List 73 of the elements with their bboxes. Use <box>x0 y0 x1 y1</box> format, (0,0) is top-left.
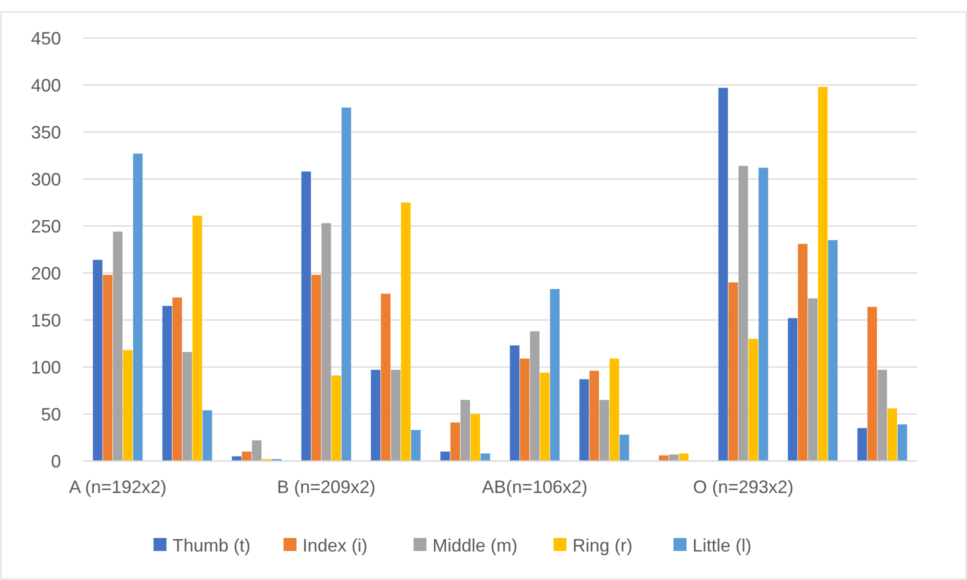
legend-label: Index (i) <box>302 535 368 556</box>
bar <box>342 108 352 461</box>
bar <box>450 422 460 461</box>
bar <box>172 297 182 461</box>
bar <box>92 260 102 461</box>
y-tick-label: 400 <box>30 75 61 96</box>
bar <box>738 166 748 461</box>
bar <box>112 232 123 461</box>
bar <box>788 318 798 461</box>
bar <box>798 244 808 461</box>
bar <box>242 452 252 461</box>
bar <box>898 424 908 461</box>
y-tick-label: 250 <box>30 216 61 236</box>
bar <box>332 375 342 461</box>
bar <box>679 453 689 461</box>
bar <box>510 345 520 461</box>
bar <box>748 338 758 461</box>
bar <box>440 452 450 461</box>
bar <box>828 240 838 461</box>
bar <box>520 358 530 461</box>
bar <box>599 400 610 461</box>
bar <box>252 440 262 461</box>
bar <box>480 453 490 461</box>
y-tick-label: 50 <box>40 404 61 424</box>
bar <box>620 434 630 461</box>
bar <box>540 372 550 461</box>
bar <box>380 294 390 461</box>
bar <box>202 410 212 461</box>
bar <box>808 298 818 461</box>
bar <box>370 370 380 461</box>
bar <box>668 454 679 461</box>
bar <box>550 288 560 461</box>
x-tick-label: A (n=192x2) <box>68 477 167 497</box>
bar <box>192 216 202 461</box>
bar <box>123 350 133 461</box>
bar <box>589 370 599 461</box>
bar <box>102 274 112 461</box>
bar <box>182 352 192 461</box>
y-tick-label: 100 <box>30 357 61 378</box>
bar <box>390 370 401 461</box>
bar <box>877 370 888 461</box>
bar <box>470 414 480 461</box>
bar <box>311 274 321 461</box>
bar <box>460 400 470 461</box>
bar <box>401 202 411 461</box>
bar <box>818 86 828 461</box>
x-tick-label: B (n=209x2) <box>276 477 376 497</box>
bar <box>321 223 332 461</box>
y-tick-label: 450 <box>30 28 61 48</box>
legend-label: Thumb (t) <box>172 535 251 556</box>
bar <box>867 306 877 461</box>
bar <box>411 430 421 461</box>
legend-label: Ring (r) <box>572 535 633 556</box>
legend-label: Middle (m) <box>432 535 518 556</box>
y-tick-label: 200 <box>30 263 61 284</box>
bar <box>728 282 738 461</box>
x-tick-label: AB(n=106x2) <box>482 477 588 497</box>
bar <box>530 331 540 461</box>
bar <box>301 171 311 461</box>
bar <box>758 168 768 461</box>
legend-label: Little (l) <box>692 535 752 556</box>
y-tick-label: 0 <box>50 451 61 472</box>
y-tick-label: 150 <box>30 310 61 330</box>
x-tick-label: O (n=293x2) <box>692 477 794 497</box>
bar <box>133 154 143 461</box>
bar <box>888 408 898 461</box>
bar <box>162 306 172 461</box>
bar <box>718 88 728 461</box>
bar <box>857 428 867 461</box>
bar <box>610 358 620 461</box>
bar <box>579 379 589 461</box>
y-tick-label: 350 <box>30 122 61 142</box>
y-tick-label: 300 <box>30 169 61 190</box>
